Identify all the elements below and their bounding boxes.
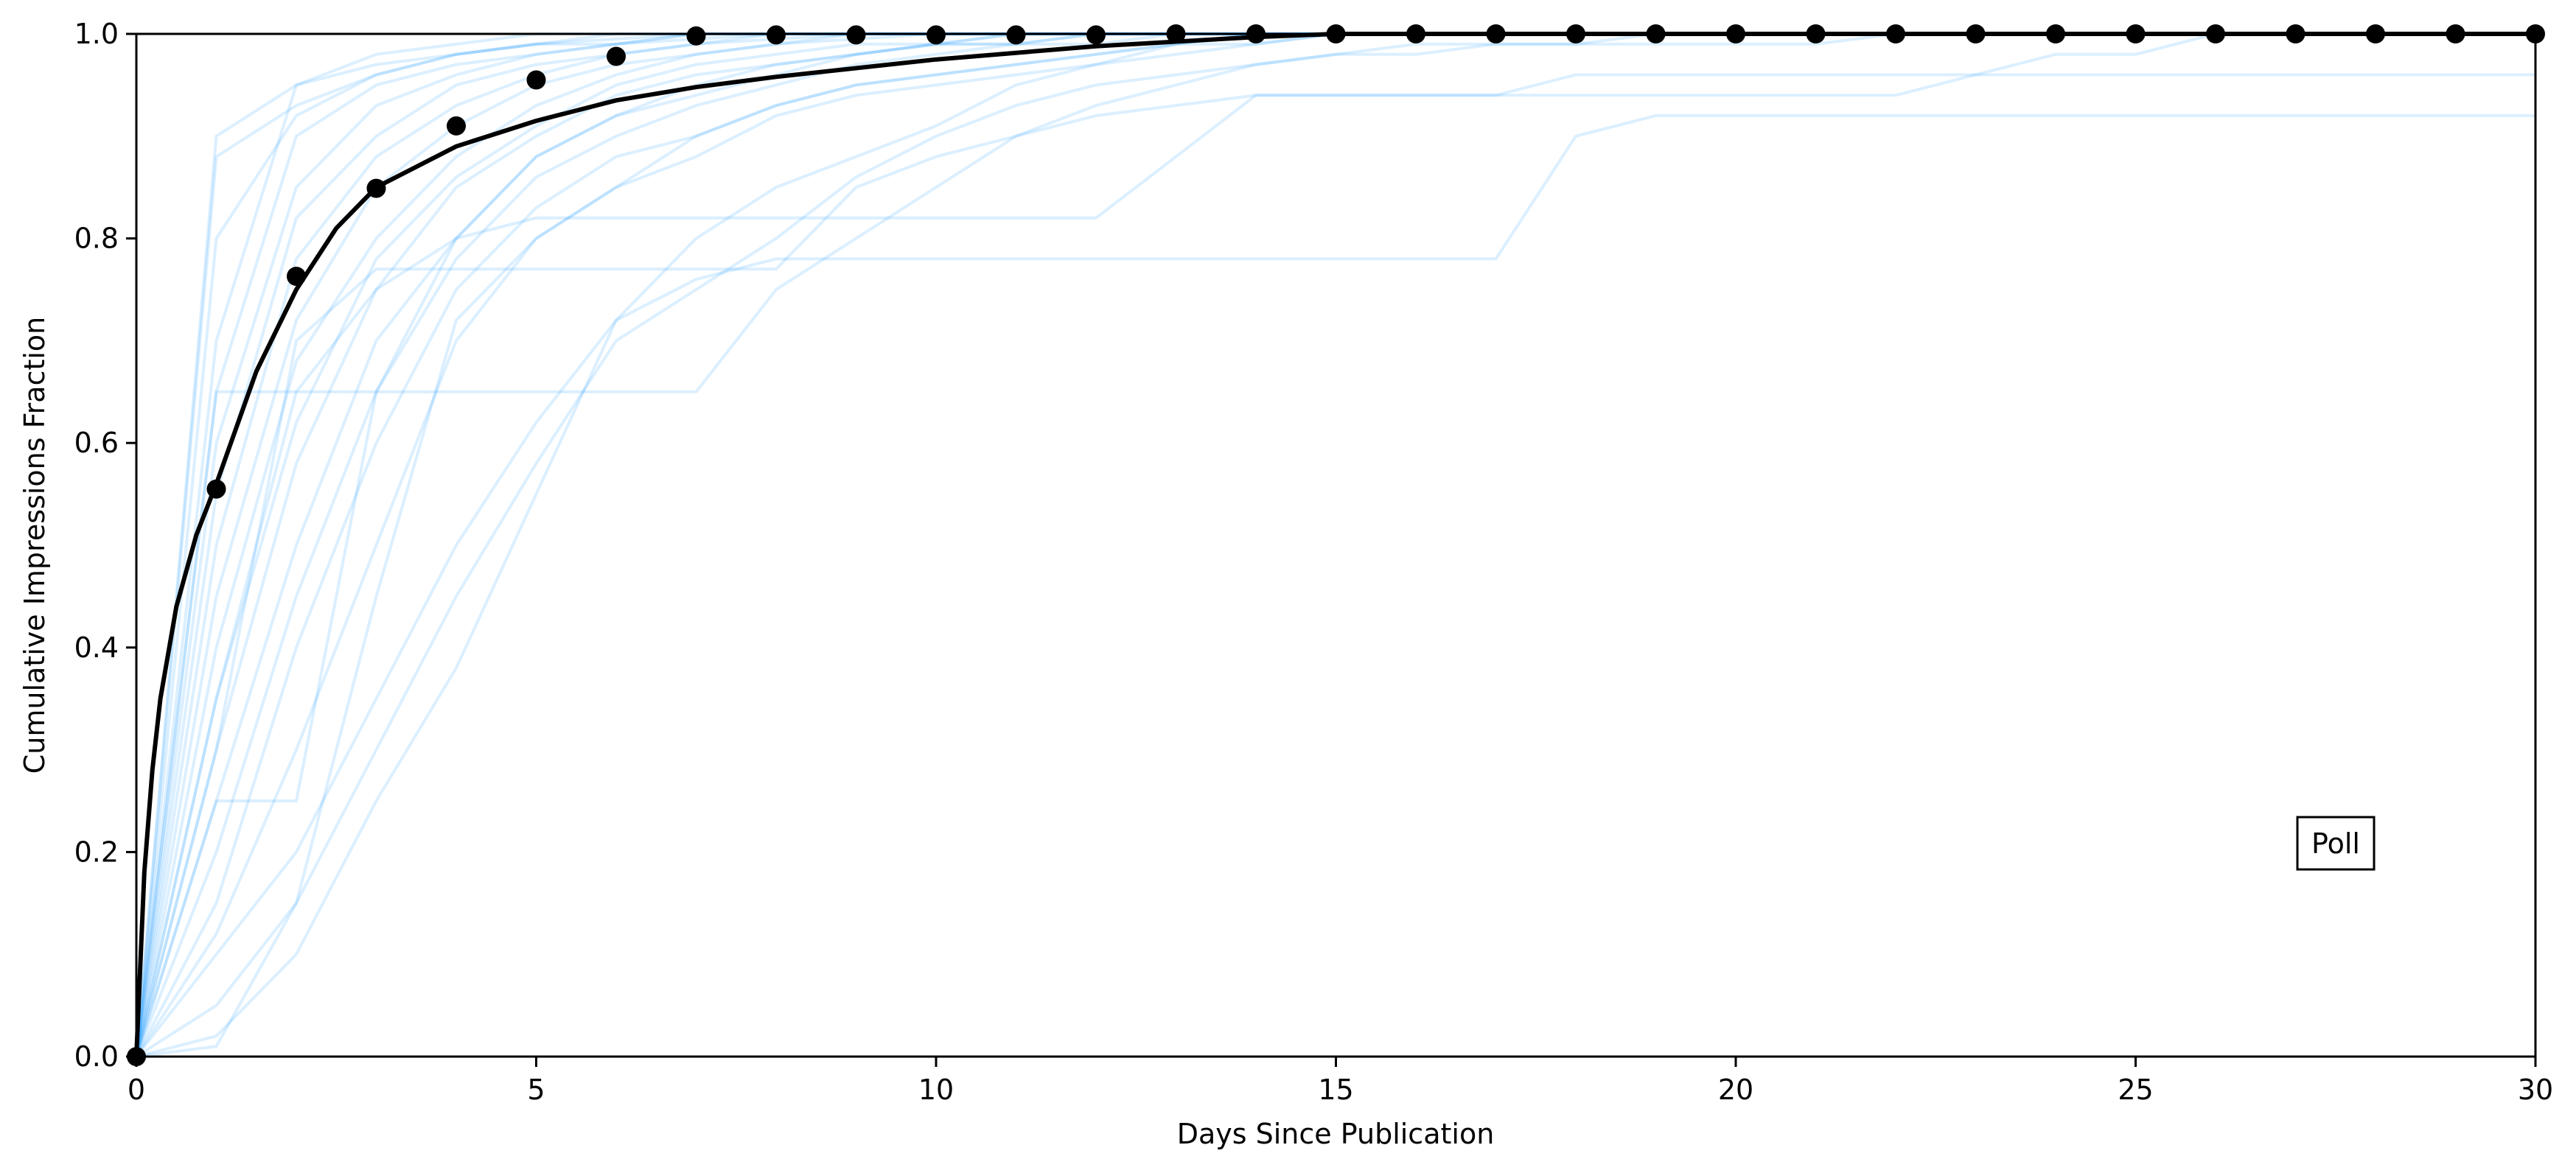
y-tick-label: 0.8 bbox=[74, 223, 119, 255]
x-axis-ticks: 0 5 10 15 20 25 30 bbox=[128, 1057, 2553, 1106]
y-tick-label: 0.6 bbox=[74, 427, 119, 459]
mean-point bbox=[607, 46, 626, 66]
individual-series-line bbox=[136, 114, 2535, 1058]
y-tick-label: 0.2 bbox=[74, 836, 119, 868]
x-tick-label: 0 bbox=[128, 1074, 145, 1106]
mean-point bbox=[366, 178, 386, 198]
mean-point bbox=[287, 267, 306, 286]
mean-point bbox=[526, 70, 546, 90]
mean-point bbox=[206, 479, 226, 499]
annotation-frame bbox=[2296, 816, 2376, 871]
y-tick-label: 0.4 bbox=[74, 631, 119, 664]
x-tick-label: 25 bbox=[2118, 1074, 2153, 1106]
x-tick-label: 10 bbox=[918, 1074, 954, 1106]
x-tick-label: 5 bbox=[527, 1074, 545, 1106]
annotation-text: Poll bbox=[2311, 827, 2360, 860]
x-tick-label: 30 bbox=[2518, 1074, 2553, 1106]
mean-point bbox=[686, 26, 706, 46]
x-tick-label: 15 bbox=[1318, 1074, 1353, 1106]
fit-curve-line bbox=[134, 32, 2535, 1057]
individual-series-line bbox=[135, 32, 2535, 1057]
y-tick-label: 0.0 bbox=[74, 1040, 119, 1073]
annotation-box: Poll bbox=[2296, 816, 2376, 871]
individual-series-line bbox=[135, 73, 2535, 1057]
y-axis-label: Cumulative Impressions Fraction bbox=[18, 317, 51, 774]
fit-curve-group bbox=[134, 32, 2535, 1057]
x-axis-label: Days Since Publication bbox=[1177, 1118, 1495, 1150]
x-tick-label: 20 bbox=[1718, 1074, 1753, 1106]
y-axis-ticks: 0.0 0.2 0.4 0.6 0.8 1.0 bbox=[74, 18, 136, 1073]
y-tick-label: 1.0 bbox=[74, 18, 119, 50]
mean-point bbox=[447, 116, 466, 136]
